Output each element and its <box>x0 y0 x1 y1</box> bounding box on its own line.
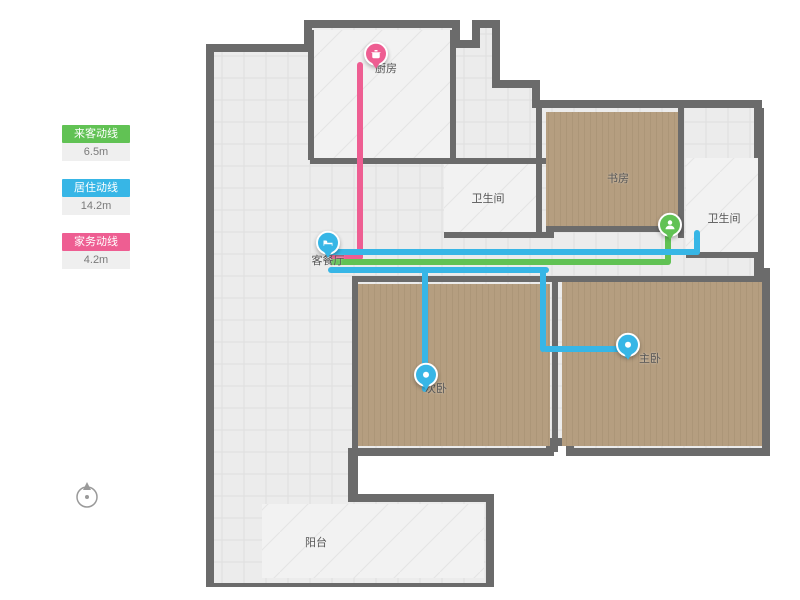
legend-value: 6.5m <box>62 143 130 161</box>
floorplan: 厨房卫生间书房卫生间次卧主卧阳台客餐厅 <box>200 12 770 587</box>
room-label-bathroom-1: 卫生间 <box>472 190 505 206</box>
floorplan-svg <box>200 12 770 587</box>
room-label-balcony: 阳台 <box>305 534 327 550</box>
legend-item-guest: 来客动线 6.5m <box>62 125 130 161</box>
path-segment <box>328 249 700 255</box>
room-label-bathroom-2: 卫生间 <box>708 210 741 226</box>
legend-value: 4.2m <box>62 251 130 269</box>
master-marker <box>616 333 640 361</box>
second-marker <box>414 363 438 391</box>
path-segment <box>357 62 363 260</box>
compass-icon <box>72 480 102 510</box>
legend-item-living: 居住动线 14.2m <box>62 179 130 215</box>
legend-value: 14.2m <box>62 197 130 215</box>
room-label-master-br: 主卧 <box>639 350 661 366</box>
room-label-study: 书房 <box>607 170 629 186</box>
path-segment <box>328 267 549 273</box>
legend-badge: 家务动线 <box>62 233 130 251</box>
living-marker <box>316 231 340 259</box>
path-segment <box>330 259 670 265</box>
path-segment <box>694 230 700 255</box>
kitchen-marker <box>364 42 388 70</box>
guest-marker <box>658 213 682 241</box>
legend-badge: 居住动线 <box>62 179 130 197</box>
legend-item-chore: 家务动线 4.2m <box>62 233 130 269</box>
legend: 来客动线 6.5m 居住动线 14.2m 家务动线 4.2m <box>62 125 130 287</box>
legend-badge: 来客动线 <box>62 125 130 143</box>
path-segment <box>540 270 546 352</box>
